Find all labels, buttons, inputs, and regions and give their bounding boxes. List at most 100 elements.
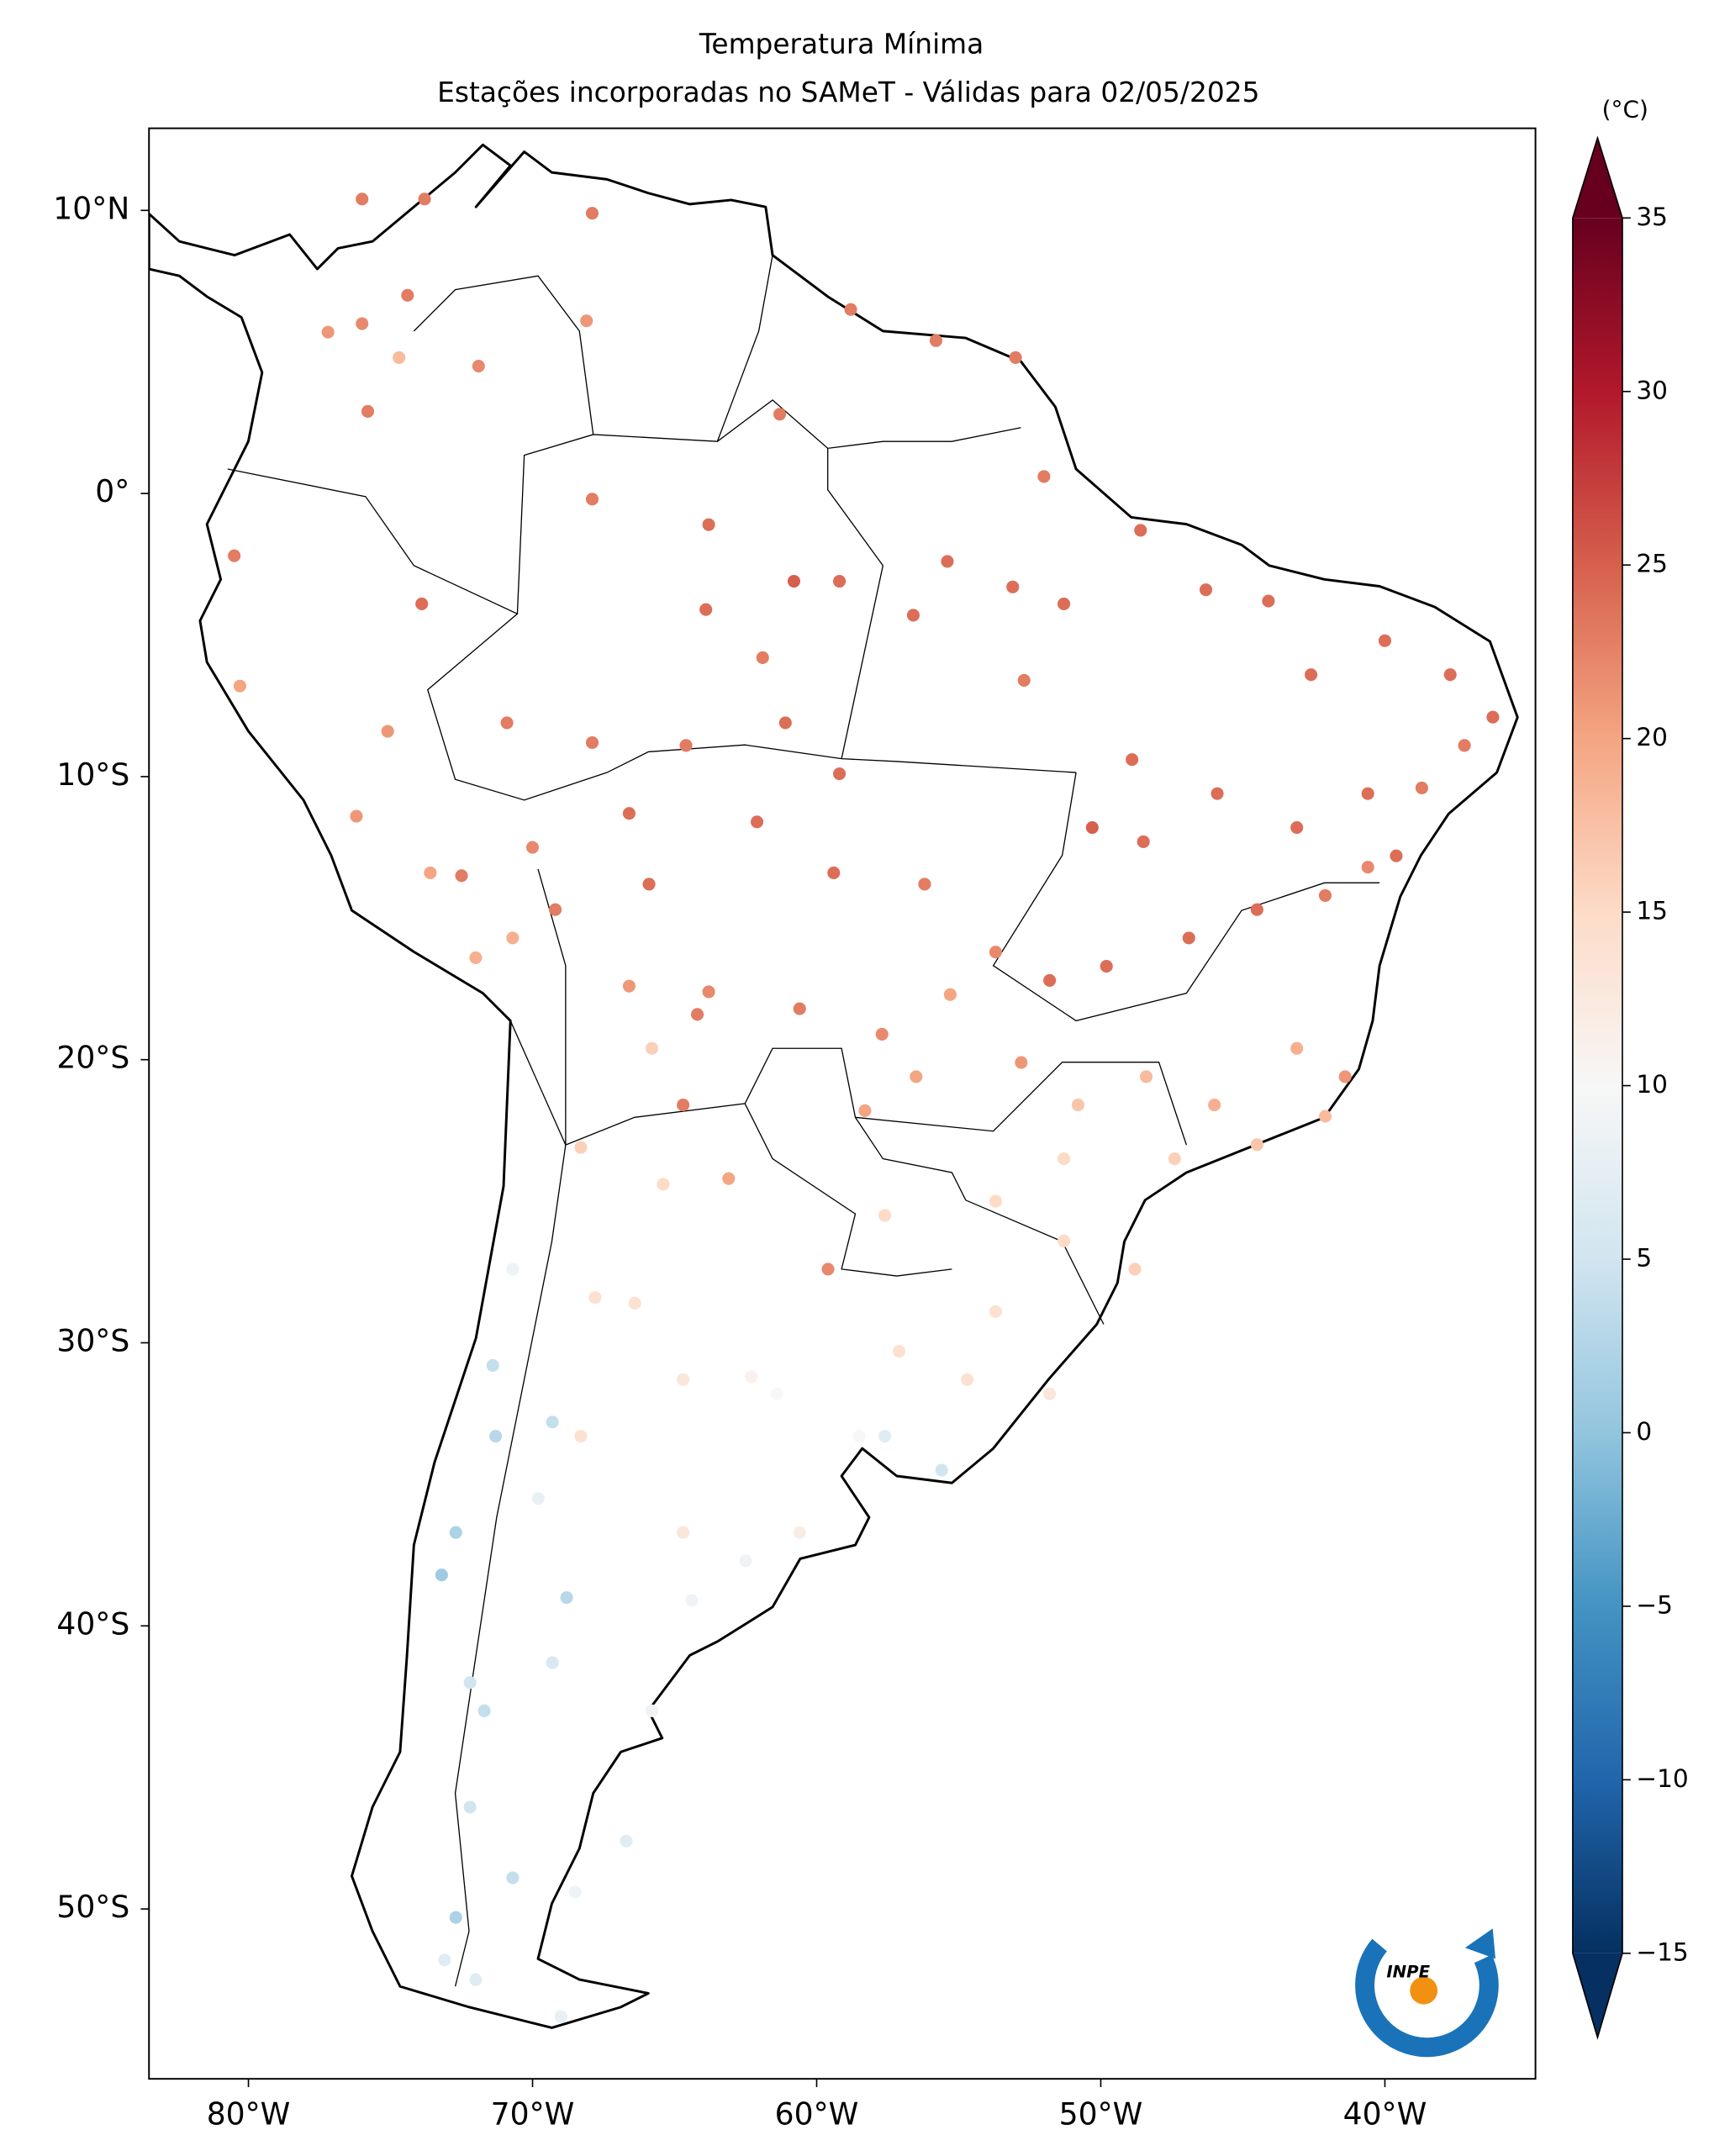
station xyxy=(1210,787,1224,800)
station xyxy=(463,1800,477,1814)
station xyxy=(1443,668,1457,682)
station xyxy=(1182,931,1195,945)
station xyxy=(1128,1262,1142,1276)
station xyxy=(1250,1138,1263,1152)
logo-dot xyxy=(1410,1976,1438,2005)
colorbar-tick-label: 0 xyxy=(1636,1417,1652,1446)
station xyxy=(1100,960,1113,973)
station xyxy=(1390,849,1403,862)
station xyxy=(773,408,787,421)
station xyxy=(677,1099,690,1112)
station xyxy=(756,651,769,664)
station xyxy=(910,1070,923,1083)
y-tick-label: 30°S xyxy=(56,1323,129,1359)
station xyxy=(463,1676,477,1689)
y-tick-label: 0° xyxy=(95,473,129,509)
station xyxy=(770,1387,783,1400)
station xyxy=(1071,1099,1084,1112)
colorbar-tick-label: −10 xyxy=(1636,1764,1688,1793)
station xyxy=(1009,351,1022,364)
station xyxy=(844,303,857,316)
station xyxy=(1015,1056,1028,1069)
station xyxy=(935,1463,948,1477)
station xyxy=(546,1415,559,1429)
station xyxy=(554,2010,567,2023)
station xyxy=(1043,973,1057,987)
colorbar-tick-label: 35 xyxy=(1636,203,1668,231)
station xyxy=(852,1430,866,1443)
station xyxy=(472,359,485,373)
station xyxy=(989,1305,1002,1319)
station xyxy=(1290,820,1304,835)
station xyxy=(989,1194,1002,1208)
station xyxy=(1057,597,1071,611)
station xyxy=(1415,781,1428,794)
station xyxy=(1126,753,1139,767)
station xyxy=(1250,903,1263,916)
title: Temperatura Mínima xyxy=(699,29,984,61)
station xyxy=(568,1885,582,1899)
station xyxy=(546,1656,559,1669)
station xyxy=(580,314,593,328)
station xyxy=(620,1834,633,1848)
station xyxy=(415,597,429,611)
colorbar-tick-label: 25 xyxy=(1636,550,1668,578)
colorbar-tick-label: 20 xyxy=(1636,723,1668,751)
station xyxy=(381,725,394,738)
station xyxy=(1361,861,1374,874)
station xyxy=(585,207,599,220)
station xyxy=(832,767,847,781)
station xyxy=(622,807,636,820)
colorbar-tick-label: −5 xyxy=(1636,1590,1673,1619)
station xyxy=(702,518,715,531)
station xyxy=(438,1953,451,1967)
station xyxy=(1017,673,1031,687)
station xyxy=(1318,1110,1332,1123)
colorbar xyxy=(1572,218,1622,1953)
station xyxy=(745,1370,758,1384)
station xyxy=(449,1911,462,1924)
station xyxy=(228,549,241,562)
station xyxy=(560,1591,573,1605)
y-tick-label: 20°S xyxy=(56,1040,129,1076)
station xyxy=(832,574,847,588)
station xyxy=(585,493,599,506)
colorbar-tick-label: 10 xyxy=(1636,1070,1668,1099)
station xyxy=(699,603,713,616)
x-tick-label: 60°W xyxy=(775,2096,859,2132)
station xyxy=(878,1209,892,1222)
station xyxy=(525,841,540,854)
station xyxy=(500,716,514,730)
logo: INPE xyxy=(1355,1928,1499,2058)
station xyxy=(469,1973,483,1986)
station xyxy=(435,1568,448,1582)
station xyxy=(642,878,656,891)
station xyxy=(1338,1070,1352,1083)
station xyxy=(657,1178,670,1191)
station xyxy=(906,609,920,622)
station xyxy=(878,1430,892,1443)
station xyxy=(1290,1041,1304,1055)
station xyxy=(356,317,369,330)
colorbar-tick-label: −15 xyxy=(1636,1937,1688,1966)
station xyxy=(1168,1152,1181,1166)
station xyxy=(506,1871,520,1885)
station xyxy=(892,1345,906,1358)
land xyxy=(149,143,1519,2029)
station xyxy=(531,1492,545,1505)
coastline xyxy=(149,143,1519,2029)
station xyxy=(574,1141,588,1154)
station xyxy=(941,555,954,568)
station xyxy=(961,1373,974,1386)
station xyxy=(793,1002,806,1015)
logo-arrow xyxy=(1464,1928,1496,1959)
station xyxy=(677,1526,690,1539)
station xyxy=(1037,470,1051,483)
station xyxy=(1006,580,1020,593)
station xyxy=(401,288,414,302)
station xyxy=(574,1430,588,1443)
subtitle: Estações incorporadas no SAMeT - Válidas… xyxy=(437,76,1259,108)
station xyxy=(469,951,483,965)
station xyxy=(486,1358,499,1373)
